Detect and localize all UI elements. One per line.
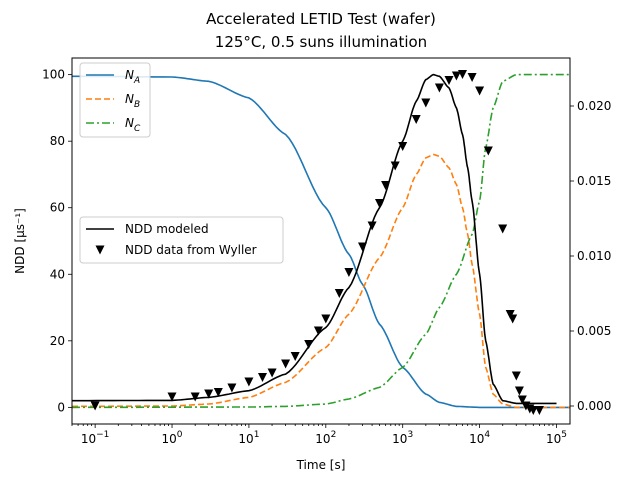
data-point <box>90 401 100 411</box>
data-point <box>517 395 527 405</box>
plot-frame <box>71 57 571 425</box>
data-point <box>381 181 391 190</box>
data-point <box>514 386 524 396</box>
series-line-ndd-modeled <box>72 73 557 405</box>
data-point <box>458 70 467 79</box>
x-tick-label: 104 <box>469 430 490 446</box>
x-tick-label: 105 <box>546 430 567 446</box>
y-axis-right: 0.000 0.005 0.010 0.015 0.020 <box>570 99 611 413</box>
legend-label-n-b: NB <box>125 92 140 110</box>
y2-tick-label: 0.015 <box>577 174 611 188</box>
data-point <box>258 373 267 382</box>
y2-tick-label: 0.005 <box>577 324 611 338</box>
y-tick-label: 20 <box>50 334 65 348</box>
y-tick-label: 80 <box>50 134 65 148</box>
data-point <box>344 268 354 277</box>
data-point <box>508 314 518 324</box>
data-point <box>304 340 314 349</box>
data-point <box>367 221 377 231</box>
y-tick-label: 100 <box>42 68 65 82</box>
data-point <box>511 371 521 381</box>
data-point <box>434 83 444 93</box>
x-axis-label: Time [s] <box>296 458 346 472</box>
legend-label-ndd-data: NDD data from Wyller <box>125 243 257 257</box>
data-point <box>390 161 400 171</box>
data-point <box>444 76 454 85</box>
series-line-n-c <box>72 73 570 409</box>
chart-title-line-2: 125°C, 0.5 suns illumination <box>215 33 427 51</box>
data-point <box>521 401 531 411</box>
x-tick-label: 101 <box>238 430 259 446</box>
legend-states: NA NB NC <box>79 62 151 138</box>
y-axis-left: 0 20 40 60 80 100 <box>42 68 72 414</box>
legend-marker <box>95 245 105 255</box>
data-point <box>190 392 200 402</box>
series-line-n-a <box>72 75 570 409</box>
y-tick-label: 0 <box>57 400 65 414</box>
legend-label-ndd-modeled: NDD modeled <box>125 222 209 236</box>
data-point <box>321 314 331 324</box>
data-point <box>475 86 485 96</box>
legend-label-n-c: NC <box>125 116 141 134</box>
data-point <box>534 406 544 415</box>
y-tick-label: 60 <box>50 201 65 215</box>
data-point <box>313 326 323 336</box>
y2-tick-label: 0.020 <box>577 99 611 113</box>
data-point <box>244 377 254 387</box>
data-point <box>267 368 277 378</box>
data-point <box>213 388 223 397</box>
y2-tick-label: 0.010 <box>577 249 611 263</box>
data-point <box>498 224 508 234</box>
data-point <box>167 392 177 402</box>
y2-tick-label: 0.000 <box>577 399 611 413</box>
data-point <box>281 359 291 369</box>
y-tick-label: 40 <box>50 267 65 281</box>
data-point <box>358 242 367 252</box>
x-tick-label: 103 <box>392 430 413 446</box>
legend-frame <box>79 62 151 138</box>
x-tick-label: 10−1 <box>81 430 110 446</box>
legend-label-n-a: NA <box>125 68 140 86</box>
data-point <box>528 406 538 415</box>
data-point <box>375 199 384 208</box>
plot-content <box>72 70 570 415</box>
x-tick-label: 100 <box>162 430 183 446</box>
data-point <box>290 352 300 361</box>
data-point <box>398 142 408 151</box>
data-point <box>204 389 214 399</box>
legend-frame <box>79 216 284 264</box>
data-point <box>421 98 431 108</box>
chart-title-line-1: Accelerated LETID Test (wafer) <box>206 10 436 28</box>
data-point <box>451 71 461 81</box>
data-point <box>411 115 421 124</box>
x-axis: 10−1 100 101 102 103 104 105 <box>71 424 567 446</box>
legend-ndd: NDD modeled NDD data from Wyller <box>79 216 284 264</box>
y-axis-label: NDD [μs⁻¹] <box>13 208 27 274</box>
x-tick-label: 102 <box>315 430 336 446</box>
data-point <box>483 146 493 156</box>
data-point <box>334 289 344 298</box>
data-point <box>227 383 237 393</box>
series-line-n-b <box>72 153 570 409</box>
data-point <box>467 73 477 82</box>
